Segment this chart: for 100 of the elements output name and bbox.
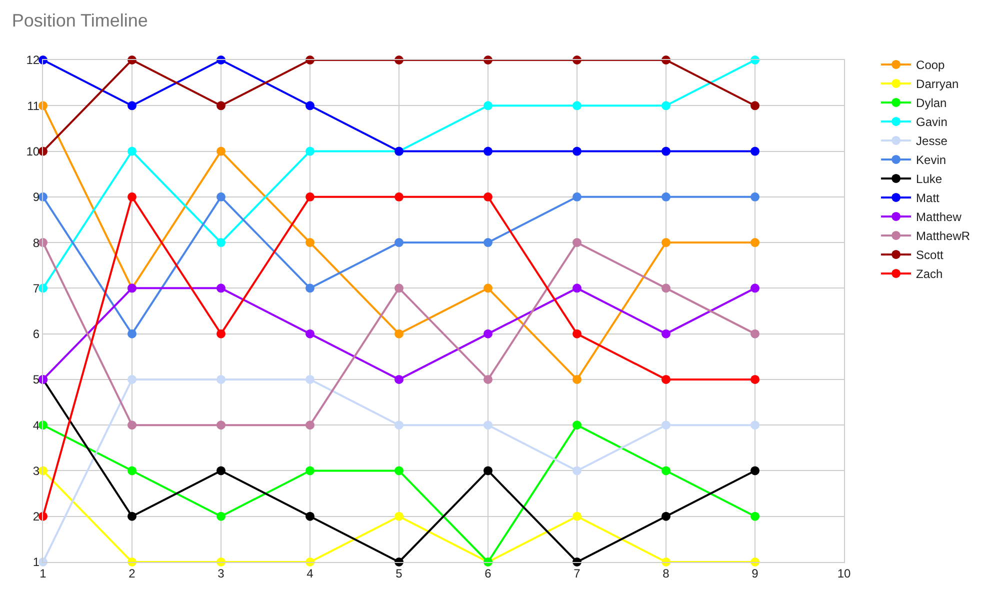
point bbox=[662, 420, 670, 430]
point bbox=[572, 374, 582, 384]
point bbox=[306, 512, 314, 521]
point bbox=[306, 101, 314, 110]
point bbox=[216, 192, 226, 202]
point bbox=[750, 512, 760, 521]
point bbox=[750, 329, 760, 338]
point bbox=[394, 512, 404, 521]
point bbox=[750, 192, 760, 202]
legend-label: Scott bbox=[916, 248, 944, 262]
point bbox=[662, 146, 670, 156]
point bbox=[306, 192, 314, 202]
point bbox=[572, 146, 582, 156]
point bbox=[216, 146, 226, 156]
point bbox=[750, 101, 760, 110]
point bbox=[572, 192, 582, 202]
point bbox=[750, 146, 760, 156]
y-tick-label: 6 bbox=[32, 327, 40, 342]
point bbox=[128, 329, 136, 338]
x-tick-label: 5 bbox=[396, 566, 403, 580]
point bbox=[662, 512, 670, 521]
point bbox=[484, 284, 492, 293]
point bbox=[662, 374, 670, 384]
point bbox=[484, 192, 492, 202]
x-tick-label: 3 bbox=[218, 566, 225, 580]
point bbox=[216, 512, 226, 521]
point bbox=[306, 146, 314, 156]
point bbox=[216, 329, 226, 338]
point bbox=[572, 512, 582, 521]
y-tick-label: 9 bbox=[32, 190, 40, 204]
legend-label: Luke bbox=[916, 172, 942, 186]
point bbox=[394, 238, 404, 248]
point bbox=[484, 146, 492, 156]
point bbox=[216, 238, 226, 248]
point bbox=[306, 329, 314, 338]
chart-title: Position Timeline bbox=[12, 10, 148, 30]
point bbox=[662, 284, 670, 293]
point bbox=[216, 374, 226, 384]
legend-label: Matthew bbox=[916, 210, 962, 224]
point bbox=[128, 374, 136, 384]
y-tick-label: 10 bbox=[26, 144, 40, 158]
legend-label: Coop bbox=[916, 58, 946, 72]
point bbox=[484, 101, 492, 110]
x-tick-label: 9 bbox=[752, 566, 759, 580]
point bbox=[662, 238, 670, 248]
y-tick-label: 1 bbox=[32, 555, 40, 570]
y-tick-label: 7 bbox=[32, 281, 40, 296]
point bbox=[128, 146, 136, 156]
y-tick-label: 4 bbox=[32, 418, 40, 432]
point bbox=[662, 192, 670, 202]
point bbox=[306, 284, 314, 293]
point bbox=[484, 238, 492, 248]
point bbox=[394, 420, 404, 430]
x-tick-label: 2 bbox=[128, 566, 136, 580]
point bbox=[128, 101, 136, 110]
point bbox=[306, 238, 314, 248]
x-tick-label: 10 bbox=[837, 566, 851, 580]
point bbox=[572, 284, 582, 293]
legend-label: MatthewR bbox=[916, 229, 970, 244]
point bbox=[216, 284, 226, 293]
point bbox=[128, 192, 136, 202]
x-tick-label: 7 bbox=[574, 566, 581, 580]
point bbox=[394, 466, 404, 476]
point bbox=[662, 101, 670, 110]
y-tick-label: 12 bbox=[26, 53, 40, 68]
point bbox=[662, 329, 670, 338]
point bbox=[128, 420, 136, 430]
point bbox=[750, 238, 760, 248]
y-tick-label: 5 bbox=[32, 372, 40, 387]
point bbox=[572, 420, 582, 430]
x-tick-label: 6 bbox=[484, 566, 492, 580]
x-tick-label: 8 bbox=[662, 566, 670, 580]
point bbox=[306, 374, 314, 384]
point bbox=[216, 466, 226, 476]
legend-label: Kevin bbox=[916, 153, 946, 168]
point bbox=[216, 101, 226, 110]
point bbox=[484, 329, 492, 338]
y-tick-label: 2 bbox=[32, 510, 40, 524]
point bbox=[394, 329, 404, 338]
point bbox=[484, 420, 492, 430]
point bbox=[484, 374, 492, 384]
legend-label: Dylan bbox=[916, 96, 947, 110]
point bbox=[394, 374, 404, 384]
legend-label: Darryan bbox=[916, 77, 959, 92]
point bbox=[662, 466, 670, 476]
point bbox=[394, 284, 404, 293]
point bbox=[572, 238, 582, 248]
point bbox=[306, 466, 314, 476]
x-tick-label: 4 bbox=[306, 566, 314, 580]
point bbox=[572, 329, 582, 338]
point bbox=[750, 420, 760, 430]
point bbox=[750, 466, 760, 476]
y-tick-label: 3 bbox=[32, 464, 40, 478]
point bbox=[750, 284, 760, 293]
point bbox=[484, 466, 492, 476]
point bbox=[216, 420, 226, 430]
y-tick-label: 8 bbox=[32, 236, 40, 250]
legend-label: Jesse bbox=[916, 134, 948, 148]
y-tick-label: 11 bbox=[27, 98, 40, 113]
point bbox=[572, 466, 582, 476]
